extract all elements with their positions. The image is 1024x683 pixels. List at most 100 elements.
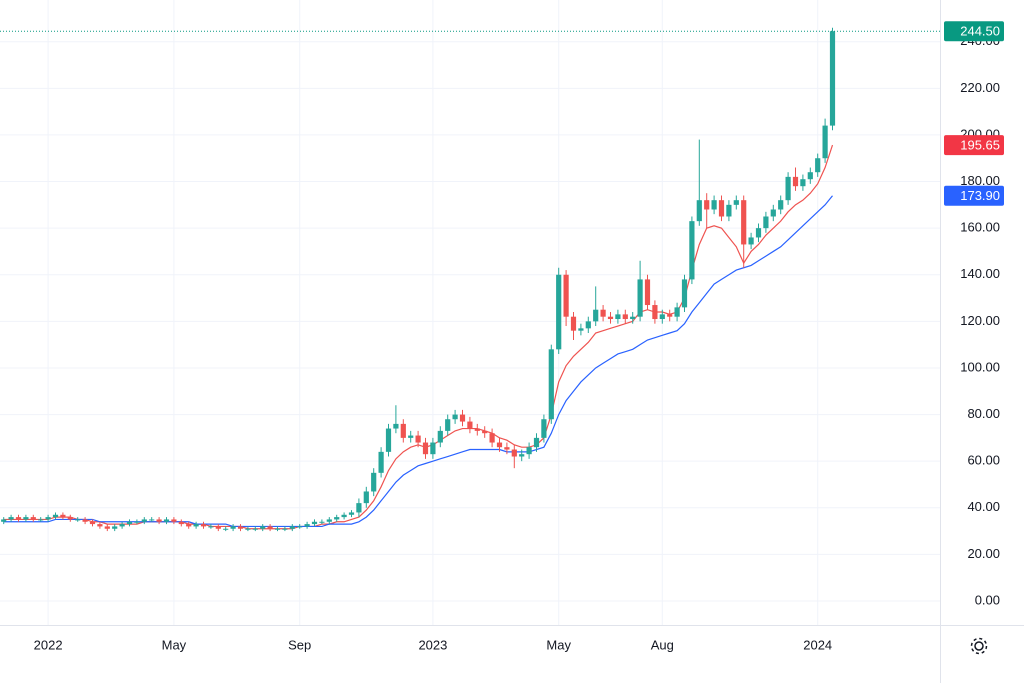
candle-body	[60, 514, 66, 518]
candle-body	[674, 307, 680, 317]
candle-body	[718, 200, 725, 217]
candle-body	[563, 274, 569, 317]
candle-body	[430, 442, 436, 455]
candle-body	[67, 517, 73, 520]
candle-body	[474, 428, 480, 431]
y-tick-label: 180.00	[960, 173, 1000, 188]
candle-body	[570, 316, 577, 331]
candle-body	[215, 526, 221, 529]
candle-body	[511, 449, 517, 457]
candle-body	[230, 526, 236, 529]
candle-body	[23, 517, 29, 520]
candle-body	[319, 521, 325, 523]
candle-body	[815, 158, 821, 173]
candle-body	[800, 179, 806, 187]
candle-body	[704, 200, 710, 210]
y-tick-label: 100.00	[960, 359, 1000, 374]
moving-average-line	[3, 195, 833, 528]
price-tag-label: 244.50	[960, 24, 1000, 39]
candle-body	[274, 528, 281, 530]
candle-body	[371, 472, 377, 492]
candle-body	[97, 524, 103, 527]
candle-body	[171, 519, 177, 522]
candle-body	[348, 512, 355, 515]
x-tick-label: May	[162, 637, 187, 652]
candle-body	[630, 316, 636, 320]
candle-body	[297, 526, 303, 528]
candle-body	[755, 228, 762, 238]
candle-body	[193, 524, 199, 527]
candle-body	[482, 430, 488, 434]
candle-body	[200, 524, 207, 527]
candle-body	[223, 528, 229, 530]
price-tag	[944, 135, 1004, 156]
candle-body	[778, 200, 784, 210]
candle-body	[126, 521, 133, 525]
candle-body	[341, 514, 347, 518]
candle-body	[415, 435, 421, 443]
candle-body	[696, 200, 702, 222]
candle-body	[363, 491, 369, 504]
candle-body	[607, 316, 614, 320]
candle-body	[622, 314, 628, 320]
x-tick-label: May	[546, 637, 571, 652]
candle-body	[726, 204, 732, 217]
candle-body	[741, 200, 747, 245]
candle-body	[829, 31, 836, 126]
candle-body	[38, 519, 44, 521]
candle-body	[163, 519, 170, 522]
candle-body	[260, 526, 266, 529]
candle-body	[593, 309, 599, 322]
price-tag-label: 195.65	[960, 138, 1000, 153]
x-tick-label: Sep	[288, 637, 311, 652]
x-tick-label: Aug	[651, 637, 674, 652]
candle-body	[585, 321, 591, 329]
candle-body	[615, 314, 621, 320]
candle-body	[785, 176, 791, 201]
candle-body	[119, 524, 125, 527]
candle-body	[408, 435, 414, 438]
candle-body	[30, 517, 36, 520]
candle-body	[600, 309, 606, 317]
y-tick-label: 20.00	[967, 546, 1000, 561]
candle-body	[245, 528, 251, 530]
candle-body	[141, 519, 147, 522]
candle-body	[519, 454, 525, 457]
price-tag	[944, 21, 1004, 42]
candle-body	[311, 521, 318, 525]
candle-body	[104, 526, 110, 529]
y-tick-label: 140.00	[960, 266, 1000, 281]
candle-body	[15, 517, 22, 520]
candle-body	[689, 221, 695, 280]
candle-body	[504, 447, 510, 450]
settings-icon[interactable]	[970, 637, 988, 655]
candle-body	[8, 517, 14, 520]
candle-body	[252, 528, 258, 530]
candle-body	[334, 517, 340, 520]
candle-body	[378, 451, 384, 473]
y-tick-label: 0.00	[975, 592, 1000, 607]
candle-body	[807, 172, 813, 180]
candle-body	[178, 521, 184, 525]
candle-body	[112, 526, 118, 529]
candle-body	[533, 437, 540, 448]
candle-body	[822, 125, 828, 159]
candle-body	[156, 519, 162, 522]
candle-body	[437, 430, 443, 443]
candle-body	[733, 200, 739, 205]
y-tick-label: 40.00	[967, 499, 1000, 514]
candle-body	[208, 526, 214, 528]
candle-body	[149, 519, 155, 521]
y-tick-label: 220.00	[960, 80, 1000, 95]
candle-body	[422, 442, 429, 455]
candle-body	[393, 423, 399, 429]
candle-body	[289, 526, 295, 529]
candle-body	[282, 528, 288, 530]
candle-body	[237, 526, 244, 529]
candle-body	[644, 279, 651, 306]
candle-body	[52, 514, 59, 518]
candle-body	[186, 524, 192, 527]
candle-body	[459, 414, 466, 422]
candle-body	[792, 176, 799, 187]
